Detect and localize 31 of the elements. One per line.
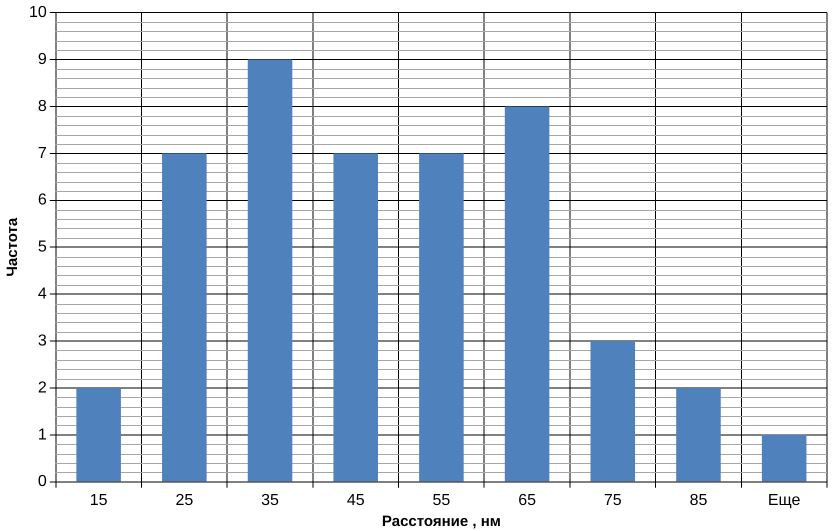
y-tick-label: 0 [38,473,47,490]
y-tick-label: 6 [38,192,47,209]
bar [248,60,292,482]
x-tick-label: 55 [432,492,450,509]
x-tick-label: 85 [690,492,708,509]
x-axis-title: Расстояние , нм [382,513,501,530]
x-tick-label: 25 [175,492,194,509]
y-tick-label: 3 [38,332,47,350]
y-tick-label: 10 [29,4,47,22]
bar [419,153,464,482]
x-tick-label: 45 [346,492,365,509]
x-tick-label: 75 [604,492,622,509]
bar [590,341,636,482]
bar [504,106,550,482]
bar [762,434,806,482]
x-tick-label: 65 [518,492,536,509]
bar [676,388,721,482]
y-tick-label: 9 [38,50,47,68]
y-tick-label: 5 [38,238,47,256]
x-tick-label: 15 [90,492,108,509]
y-tick-label: 4 [38,286,47,303]
bar [162,153,207,482]
y-tick-label: 7 [38,144,47,162]
y-tick-label: 1 [38,426,47,444]
bar [76,388,121,482]
y-tick-label: 2 [38,379,47,396]
y-tick-label: 8 [38,98,47,115]
bar [333,153,378,482]
y-axis-title: Частота [4,217,22,277]
x-tick-label: Еще [768,492,801,509]
x-tick-label: 35 [261,492,280,509]
